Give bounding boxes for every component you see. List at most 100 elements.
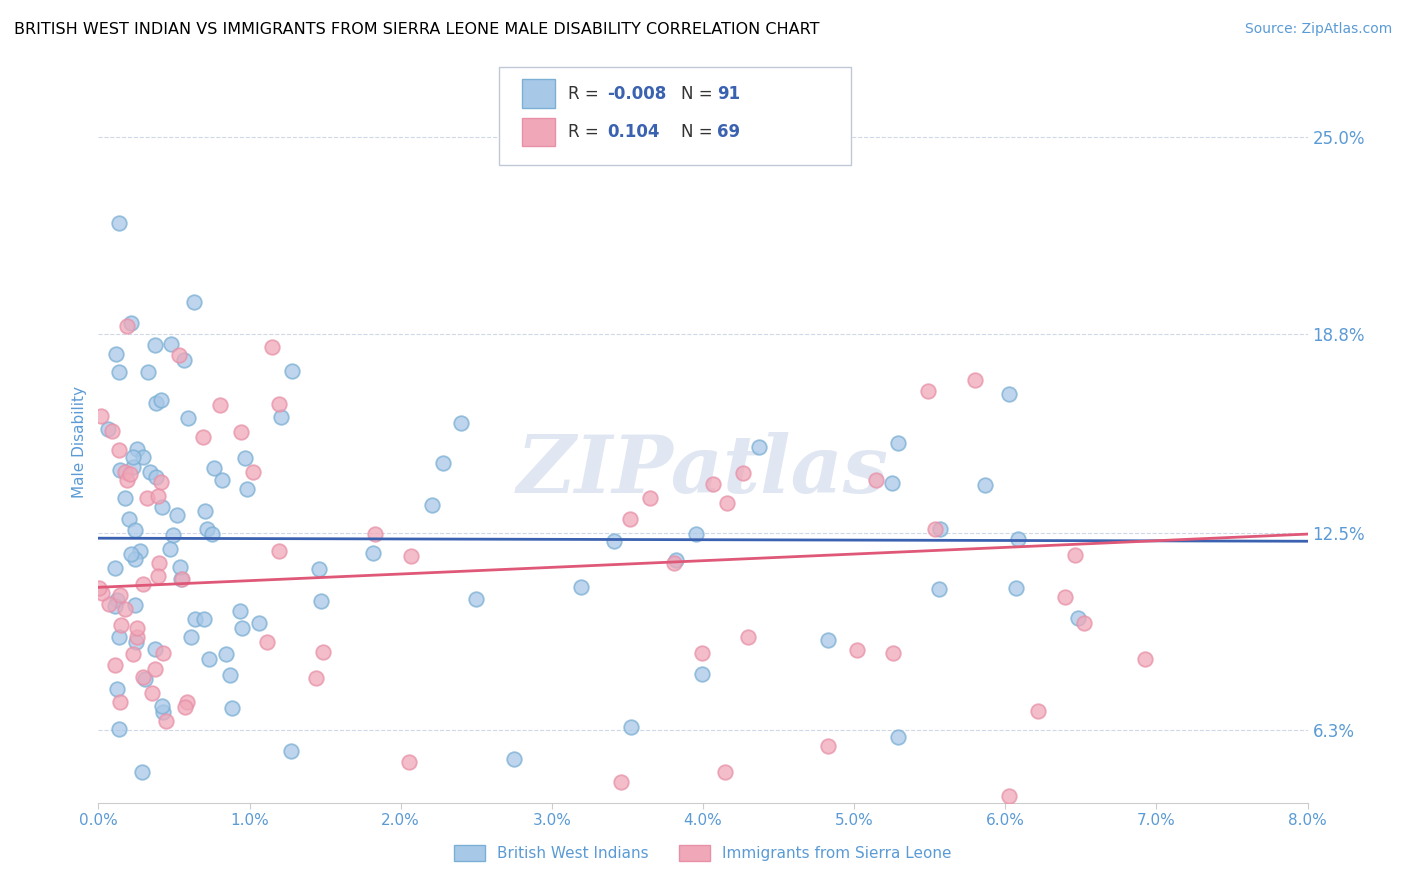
Point [685, 526, 707, 541]
Point [211, 473, 233, 487]
Point [191, 430, 214, 444]
Point [177, 410, 200, 425]
Point [170, 572, 193, 586]
Point [107, 631, 129, 645]
Point [183, 612, 205, 626]
Point [150, 500, 173, 515]
Point [665, 553, 688, 567]
Point [108, 695, 131, 709]
Point [155, 714, 177, 728]
Point [270, 410, 292, 425]
Point [610, 775, 633, 789]
Point [183, 295, 205, 310]
Point [120, 548, 142, 562]
Point [108, 588, 131, 602]
Point [432, 456, 454, 470]
Point [143, 661, 166, 675]
Point [114, 491, 136, 505]
Point [465, 592, 488, 607]
Point [173, 353, 195, 368]
Point [450, 416, 472, 430]
Point [702, 477, 724, 491]
Point [1073, 616, 1095, 631]
Point [145, 470, 167, 484]
Point [98, 597, 121, 611]
Point [1054, 590, 1077, 604]
Point [231, 425, 253, 439]
Point [125, 442, 148, 457]
Point [89, 581, 111, 595]
Point [124, 598, 146, 612]
Point [195, 522, 218, 536]
Point [928, 582, 950, 596]
Point [817, 739, 839, 754]
Point [280, 744, 302, 758]
Point [269, 397, 291, 411]
Point [173, 700, 195, 714]
Point [150, 393, 173, 408]
Point [125, 635, 148, 649]
Point [145, 395, 167, 409]
Point [221, 701, 243, 715]
Point [118, 512, 141, 526]
Point [107, 722, 129, 736]
Point [97, 421, 120, 435]
Point [107, 215, 129, 229]
Point [229, 604, 252, 618]
Point [846, 642, 869, 657]
Point [924, 522, 946, 536]
Y-axis label: Male Disability: Male Disability [72, 385, 87, 498]
Point [114, 465, 136, 479]
Point [169, 347, 191, 361]
Point [127, 630, 149, 644]
Point [569, 580, 592, 594]
Point [141, 686, 163, 700]
Point [90, 409, 112, 423]
Point [118, 467, 141, 482]
Text: 69: 69 [717, 123, 740, 141]
Point [399, 549, 422, 564]
Point [104, 599, 127, 614]
Point [887, 435, 910, 450]
Text: BRITISH WEST INDIAN VS IMMIGRANTS FROM SIERRA LEONE MALE DISABILITY CORRELATION : BRITISH WEST INDIAN VS IMMIGRANTS FROM S… [14, 22, 820, 37]
Text: ZIPatlas: ZIPatlas [517, 432, 889, 509]
Text: N =: N = [681, 123, 717, 141]
Point [398, 756, 420, 770]
Point [114, 602, 136, 616]
Point [363, 546, 385, 560]
Text: R =: R = [568, 123, 605, 141]
Point [90, 586, 112, 600]
Point [420, 498, 443, 512]
Point [231, 622, 253, 636]
Point [692, 666, 714, 681]
Point [135, 491, 157, 505]
Point [305, 671, 328, 685]
Point [256, 635, 278, 649]
Point [887, 730, 910, 744]
Point [115, 473, 138, 487]
Point [690, 646, 713, 660]
Point [176, 695, 198, 709]
Point [713, 765, 735, 780]
Point [148, 556, 170, 570]
Point [662, 556, 685, 570]
Point [917, 384, 939, 399]
Point [105, 681, 128, 696]
Text: 91: 91 [717, 85, 740, 103]
Point [928, 522, 950, 536]
Point [1066, 611, 1088, 625]
Legend: British West Indians, Immigrants from Sierra Leone: British West Indians, Immigrants from Si… [449, 839, 957, 867]
Point [194, 504, 217, 518]
Point [973, 478, 995, 492]
Point [148, 489, 170, 503]
Point [159, 337, 181, 351]
Point [110, 617, 132, 632]
Point [215, 648, 238, 662]
Point [737, 630, 759, 644]
Point [122, 648, 145, 662]
Point [105, 593, 128, 607]
Point [136, 365, 159, 379]
Point [998, 387, 1021, 401]
Point [204, 461, 226, 475]
Point [260, 340, 283, 354]
